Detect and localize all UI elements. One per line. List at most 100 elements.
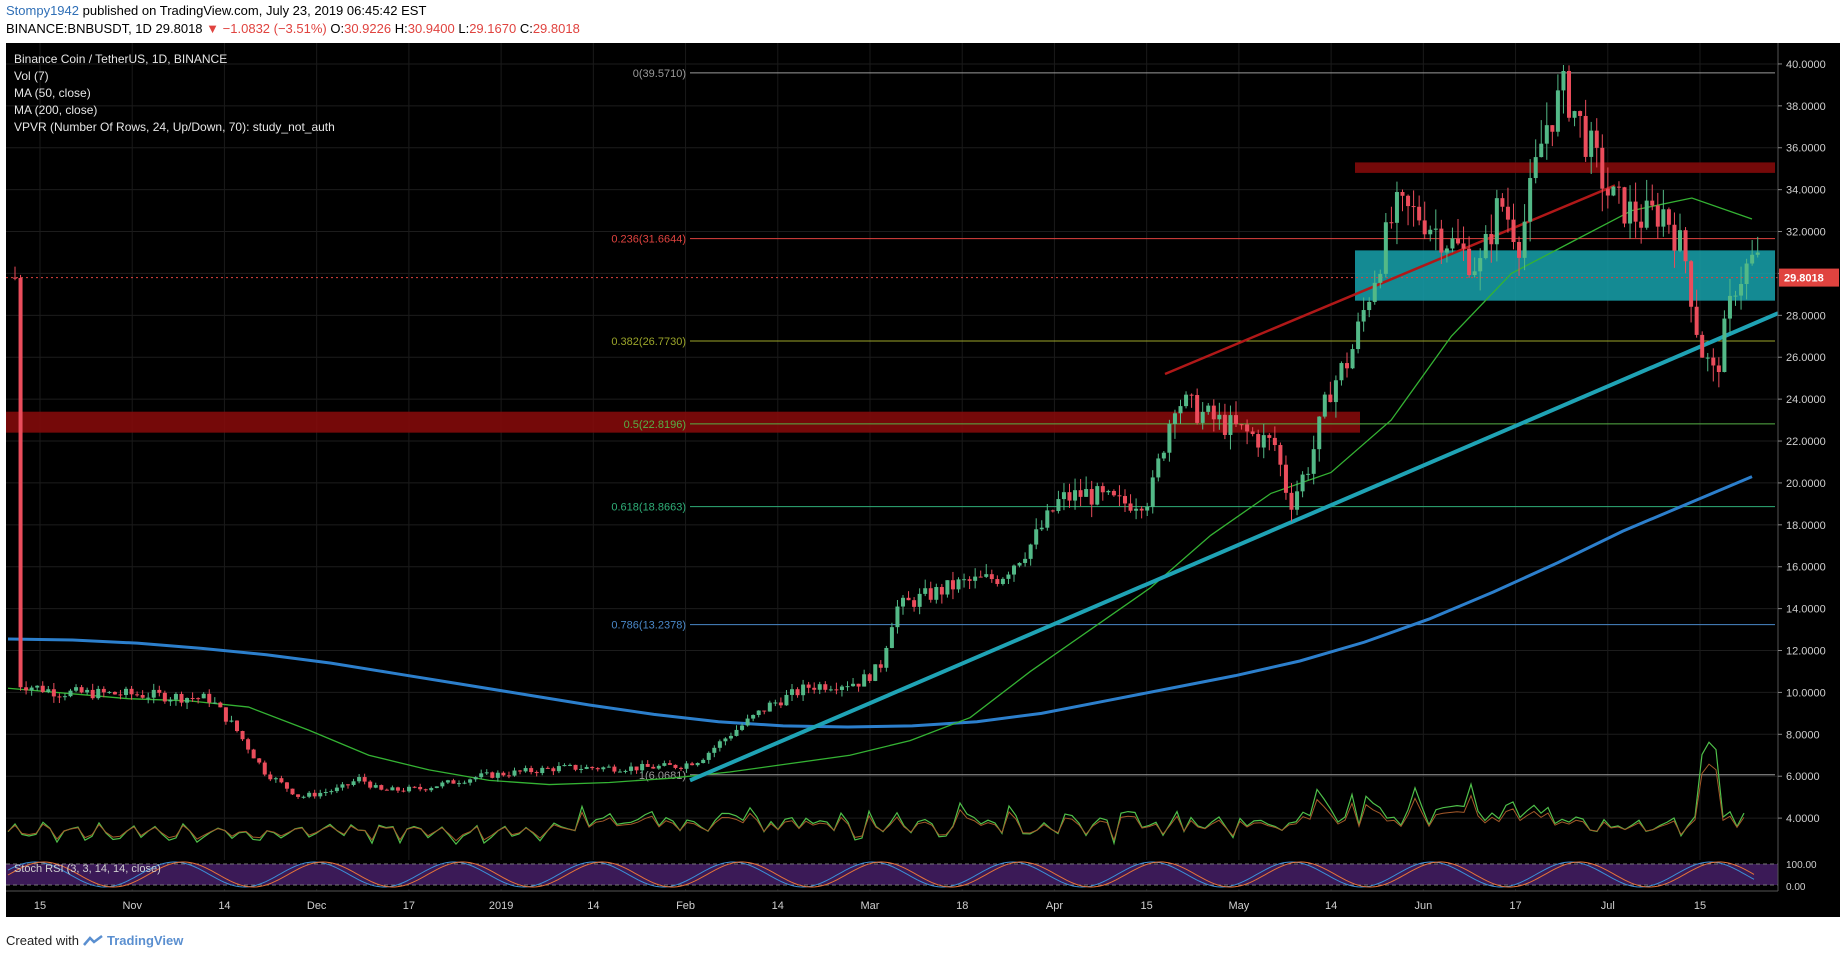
created-with-text: Created with	[6, 933, 79, 948]
candle-body	[889, 627, 894, 648]
candle-body	[1628, 201, 1633, 224]
username-link[interactable]: Stompy1942	[6, 3, 79, 18]
candle-body	[1256, 434, 1261, 448]
candle-body	[1633, 201, 1638, 222]
candle-body	[1467, 248, 1472, 276]
stoch-rsi-pane: Stoch RSI (3, 3, 14, 14, close)	[6, 860, 1778, 889]
candle-body	[606, 766, 611, 768]
candle-body	[157, 689, 162, 693]
candle-body	[1084, 489, 1089, 497]
candle-body	[556, 766, 561, 772]
candle-body	[46, 689, 51, 692]
candle-body	[1505, 206, 1510, 220]
footer: Created with TradingView	[6, 933, 183, 948]
price-tick-label: 18.0000	[1786, 520, 1826, 532]
candle-body	[1644, 200, 1649, 228]
candle-body	[706, 752, 711, 760]
candle-body	[1300, 474, 1305, 492]
candle-body	[1517, 241, 1522, 258]
low-label: L:	[458, 21, 470, 36]
candle-body	[928, 588, 933, 600]
open-label: O:	[330, 21, 345, 36]
candle-body	[173, 693, 178, 700]
candle-body	[468, 779, 473, 783]
candle-body	[1306, 473, 1311, 475]
stoch-tick-label: 0.00	[1786, 882, 1806, 893]
candle-body	[751, 714, 756, 719]
candle-body	[1572, 111, 1577, 118]
candle-body	[1289, 492, 1294, 510]
candle-body	[473, 777, 478, 780]
candle-body	[1217, 414, 1222, 420]
tradingview-brand[interactable]: TradingView	[106, 933, 184, 948]
candle-body	[240, 731, 245, 740]
candle-body	[1689, 261, 1694, 307]
candle-body	[784, 694, 789, 706]
candle-body	[1411, 206, 1416, 208]
candle-body	[162, 692, 167, 702]
last-price-tag	[1779, 268, 1839, 287]
close-value: 29.8018	[532, 21, 580, 36]
candle-body	[1156, 458, 1161, 478]
candle-body	[1550, 125, 1555, 132]
candle-body	[518, 770, 523, 772]
candle-body	[1683, 230, 1688, 262]
candle-body	[662, 763, 667, 766]
candle-body	[1600, 147, 1605, 189]
legend-item: Vol (7)	[14, 69, 49, 83]
chart-background	[6, 43, 1778, 891]
open-value: 30.9226	[344, 21, 392, 36]
candle-body	[623, 770, 628, 772]
candle-body	[617, 771, 622, 773]
price-axis[interactable]: 40.000038.000036.000034.000032.000030.00…	[1777, 43, 1840, 893]
stoch-k-line	[7, 861, 1755, 888]
candle-body	[1739, 283, 1744, 296]
candle-body	[1389, 222, 1394, 224]
candle-body	[1023, 558, 1028, 563]
candle-body	[923, 588, 928, 594]
time-tick-label: 14	[587, 900, 599, 912]
grid	[6, 43, 1778, 891]
price-tick-label: 10.0000	[1786, 687, 1826, 699]
fib-level-label: 0.5(22.8196)	[624, 419, 686, 431]
candle-body	[1544, 125, 1549, 144]
stoch-d-line	[7, 861, 1755, 888]
candle-body	[1345, 363, 1349, 369]
candle-body	[728, 735, 733, 739]
candle-body	[1139, 508, 1144, 511]
time-tick-label: 14	[218, 900, 230, 912]
candle-body	[867, 674, 872, 681]
price-change: −1.0832 (−3.51%)	[222, 21, 327, 36]
candle-body	[1744, 263, 1749, 284]
candle-body	[512, 770, 517, 776]
candle-body	[1711, 357, 1716, 366]
time-axis[interactable]: 15 Nov 14 Dec 17 2019 14 Feb 14 Mar 18 Apr 15 May 14 Ju…	[6, 890, 1840, 917]
candle-body	[834, 689, 839, 691]
time-tick-label: 2019	[489, 900, 513, 912]
candle-body	[945, 580, 950, 595]
candle-body	[1378, 273, 1383, 283]
candle-body	[745, 718, 750, 726]
candle-body	[1716, 365, 1721, 373]
candle-body	[1722, 318, 1727, 373]
candle-body	[1000, 578, 1005, 584]
candle-body	[1383, 222, 1388, 274]
zones	[6, 162, 1775, 433]
support-zone	[1355, 250, 1775, 301]
candle-body	[90, 689, 95, 699]
candle-body	[1655, 205, 1660, 227]
symbol-quote-line: BINANCE:BNBUSDT, 1D 29.8018 ▼ −1.0832 (−…	[6, 21, 580, 36]
candle-body	[140, 695, 145, 698]
candle-body	[1067, 492, 1072, 501]
candle-body	[778, 702, 783, 706]
candle-body	[40, 685, 45, 692]
price-axis-bg	[1778, 43, 1840, 891]
candle-body	[429, 788, 434, 791]
candle-body	[51, 689, 56, 697]
fib-level-label: 1(6.0681)	[639, 770, 686, 782]
candle-body	[13, 277, 17, 279]
candle-body	[1755, 252, 1760, 255]
candle-body	[1161, 452, 1166, 459]
